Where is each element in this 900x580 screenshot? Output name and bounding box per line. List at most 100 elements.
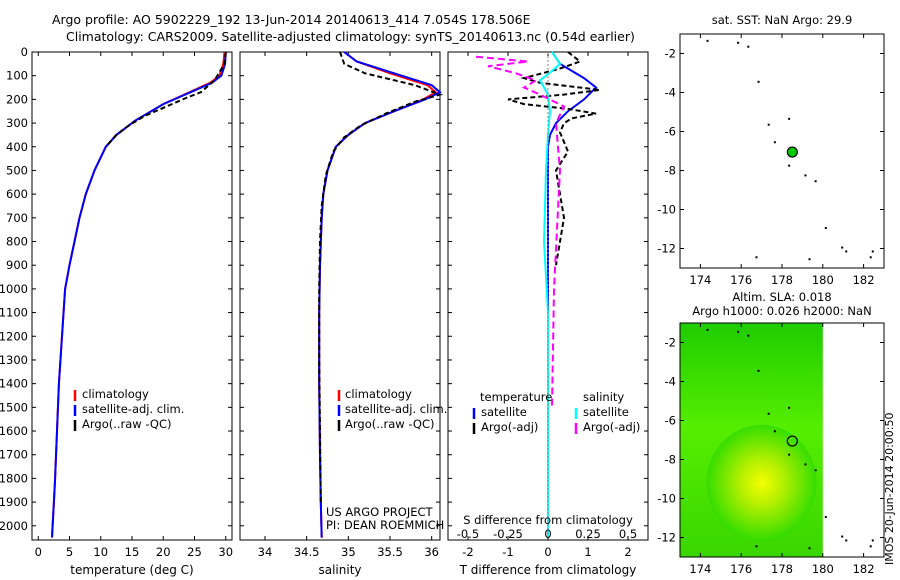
legend-label: climatology bbox=[345, 387, 412, 401]
y-tick-label: 1300 bbox=[0, 353, 28, 367]
island-speck bbox=[841, 535, 844, 538]
x-axis-label: T difference from climatology bbox=[459, 563, 637, 577]
top-tick-label: -0.5 bbox=[457, 527, 479, 541]
header-line1: Argo profile: AO 5902229_192 13-Jun-2014… bbox=[52, 12, 531, 27]
map-frame bbox=[679, 33, 885, 269]
y-tick-label: 600 bbox=[6, 187, 28, 201]
y-tick-label: 0 bbox=[21, 45, 28, 59]
x-tick-label: 182 bbox=[853, 273, 875, 287]
series-line-climatology bbox=[51, 51, 226, 538]
legend-label: Argo(-adj) bbox=[583, 420, 640, 434]
island-speck bbox=[788, 406, 791, 409]
island-speck bbox=[788, 164, 791, 167]
series-line-climatology bbox=[318, 51, 438, 538]
island-speck bbox=[755, 545, 758, 548]
sst-map-panel: 174 176 178 180 182 -2 -4 -6 -8 -10 -12 sat. SST: N… bbox=[657, 13, 885, 287]
x-tick-label: 1 bbox=[584, 545, 591, 559]
y-tick-label: -10 bbox=[657, 492, 676, 506]
y-tick-label: 100 bbox=[6, 69, 28, 83]
y-tick-label: 2000 bbox=[0, 519, 28, 533]
island-speck bbox=[845, 250, 848, 253]
series-line-satellite-adj-clim- bbox=[318, 51, 442, 538]
y-tick-label: 1500 bbox=[0, 400, 28, 414]
island-speck bbox=[808, 547, 811, 550]
top-tick-label: 0.5 bbox=[619, 527, 637, 541]
island-speck bbox=[814, 180, 817, 183]
legend-label: Argo(..raw -QC) bbox=[345, 417, 435, 431]
y-tick-label: 1700 bbox=[0, 448, 28, 462]
y-tick-label: -2 bbox=[665, 47, 676, 61]
y-tick-label: 400 bbox=[6, 140, 28, 154]
header-line2: Climatology: CARS2009. Satellite-adjuste… bbox=[66, 29, 635, 44]
y-tick-label: -6 bbox=[665, 414, 676, 428]
sst-title: sat. SST: NaN Argo: 29.9 bbox=[712, 13, 853, 27]
y-tick-label: 300 bbox=[6, 116, 28, 130]
x-axis-label: temperature (deg C) bbox=[70, 563, 193, 577]
x-tick-label: 5 bbox=[66, 545, 73, 559]
y-tick-label: 1400 bbox=[0, 377, 28, 391]
pi-annotation-line2: PI: DEAN ROEMMICH bbox=[326, 518, 444, 532]
island-speck bbox=[747, 334, 750, 337]
x-tick-label: 180 bbox=[812, 562, 834, 576]
series-line-argo-raw-qc- bbox=[105, 51, 227, 148]
x-tick-label: -1 bbox=[502, 545, 513, 559]
island-speck bbox=[788, 117, 791, 120]
y-tick-label: -12 bbox=[657, 531, 676, 545]
island-speck bbox=[804, 174, 807, 177]
island-speck bbox=[824, 516, 827, 519]
x-axis-label: salinity bbox=[318, 563, 361, 577]
island-speck bbox=[757, 80, 760, 83]
island-speck bbox=[869, 545, 872, 548]
sla-hotspot bbox=[706, 424, 817, 541]
series-line-satellite-adj-clim- bbox=[51, 51, 227, 538]
y-tick-label: 1800 bbox=[0, 471, 28, 485]
legend-label: satellite-adj. clim. bbox=[345, 402, 447, 416]
island-speck bbox=[824, 227, 827, 230]
y-tick-label: 700 bbox=[6, 211, 28, 225]
y-tick-label: -4 bbox=[665, 375, 676, 389]
x-tick-label: 174 bbox=[689, 273, 711, 287]
series-line-temperature-argo-adj- bbox=[507, 51, 601, 266]
salinity-panel: 34 34.5 35 35.5 36 salinity climatologysatelli… bbox=[239, 51, 447, 577]
imos-stamp: IMOS 20-Jun-2014 20:00:50 bbox=[883, 412, 896, 565]
island-speck bbox=[869, 256, 872, 259]
island-speck bbox=[773, 141, 776, 144]
y-tick-label: 800 bbox=[6, 235, 28, 249]
x-tick-label: 176 bbox=[730, 562, 752, 576]
island-speck bbox=[767, 412, 770, 415]
x-tick-label: 0 bbox=[544, 545, 551, 559]
y-tick-label: 1100 bbox=[0, 306, 28, 320]
series-line-salinity-argo-adj- bbox=[475, 55, 566, 408]
y-tick-label: 500 bbox=[6, 163, 28, 177]
difference-panel: -2 -1 0 1 2 T difference from climatology S di… bbox=[447, 51, 649, 577]
island-speck bbox=[757, 369, 760, 372]
x-tick-label: 25 bbox=[187, 545, 202, 559]
legend-label: satellite bbox=[481, 405, 527, 419]
top-tick-label: -0.25 bbox=[493, 527, 523, 541]
x-tick-label: 178 bbox=[771, 273, 793, 287]
x-axis-label-top: S difference from climatology bbox=[463, 513, 633, 527]
x-tick-label: 15 bbox=[125, 545, 140, 559]
y-tick-label: 200 bbox=[6, 92, 28, 106]
island-speck bbox=[706, 328, 709, 331]
island-speck bbox=[737, 41, 740, 44]
island-speck bbox=[841, 246, 844, 249]
x-tick-label: 36 bbox=[424, 545, 439, 559]
top-tick-label: 0 bbox=[544, 527, 551, 541]
legend-label: satellite-adj. clim. bbox=[82, 402, 184, 416]
island-speck bbox=[737, 330, 740, 333]
island-speck bbox=[814, 469, 817, 472]
island-speck bbox=[767, 123, 770, 126]
x-tick-label: 0 bbox=[35, 545, 42, 559]
sla-subtitle: Argo h1000: 0.026 h2000: NaN bbox=[692, 304, 871, 318]
y-tick-label: -8 bbox=[665, 453, 676, 467]
axes-frame bbox=[239, 51, 441, 541]
legend-heading-salinity: salinity bbox=[583, 390, 624, 404]
argo-position-marker bbox=[786, 146, 798, 158]
legend-label: climatology bbox=[82, 387, 149, 401]
island-speck bbox=[808, 258, 811, 261]
island-speck bbox=[871, 539, 874, 542]
y-tick-label: -6 bbox=[665, 125, 676, 139]
x-tick-label: 2 bbox=[624, 545, 631, 559]
